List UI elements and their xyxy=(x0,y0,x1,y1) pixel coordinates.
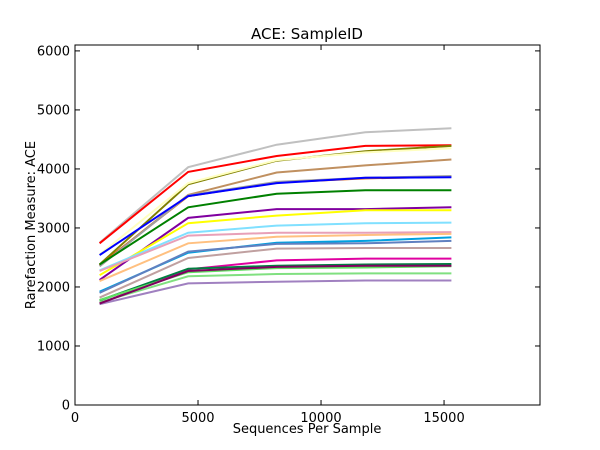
series-line-1 xyxy=(98,127,452,244)
series-line-16 xyxy=(99,239,452,294)
series-lines xyxy=(98,127,452,306)
axis-ticks: 0 5000 10000 15000 0 1000 2000 3000 4000 5000 6000 xyxy=(37,44,540,426)
x-axis-title: Sequences Per Sample xyxy=(233,422,382,437)
series-line-12 xyxy=(99,221,452,272)
series-line-13 xyxy=(99,231,452,272)
y-tick-label: 0 xyxy=(62,399,70,414)
y-tick-label: 3000 xyxy=(37,221,70,236)
y-tick-label: 1000 xyxy=(37,339,70,354)
y-tick-label: 6000 xyxy=(37,44,70,59)
series-line-23 xyxy=(99,264,452,305)
plot-frame xyxy=(74,44,541,406)
y-tick-label: 5000 xyxy=(37,103,70,118)
series-line-11 xyxy=(99,209,452,277)
series-line-4 xyxy=(98,147,452,256)
series-line-9 xyxy=(99,206,452,281)
x-tick-label: 15000 xyxy=(423,411,464,426)
series-line-2 xyxy=(98,144,452,245)
y-tick-label: 2000 xyxy=(37,280,70,295)
series-line-14 xyxy=(99,232,452,283)
series-line-19 xyxy=(99,263,452,302)
series-line-21 xyxy=(99,272,452,304)
series-line-8 xyxy=(99,189,452,266)
series-line-10 xyxy=(99,176,452,256)
x-tick-label: 5000 xyxy=(181,411,214,426)
x-tick-label: 0 xyxy=(71,411,79,426)
y-tick-label: 4000 xyxy=(37,162,70,177)
x-tick-label: 10000 xyxy=(300,411,341,426)
y-axis-title: Rarefaction Measure: ACE xyxy=(24,141,39,309)
series-line-17 xyxy=(99,247,452,299)
chart-title: ACE: SampleID xyxy=(251,25,363,43)
series-line-22 xyxy=(99,279,452,306)
